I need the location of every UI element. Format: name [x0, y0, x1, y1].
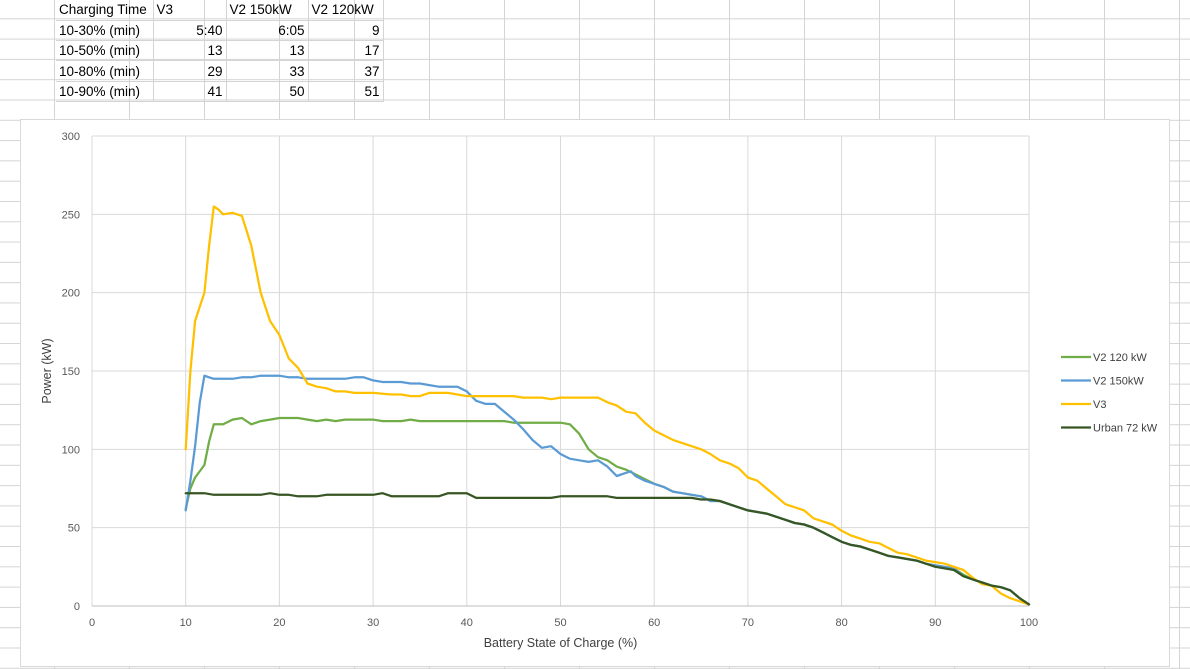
- x-tick-label: 10: [180, 617, 192, 629]
- x-tick-label: 50: [554, 617, 566, 629]
- y-tick-label: 50: [68, 523, 80, 535]
- legend-label[interactable]: V2 150kW: [1093, 376, 1144, 388]
- series-line-urban-72-kw[interactable]: [184, 492, 1031, 606]
- header-cell[interactable]: V2 120kW: [308, 0, 384, 21]
- row-label-cell[interactable]: 10-50% (min): [56, 40, 154, 62]
- y-axis-title: Power (kW): [40, 338, 54, 403]
- series-line-v2-150kw[interactable]: [184, 374, 1031, 606]
- legend-label[interactable]: V2 120 kW: [1093, 352, 1147, 364]
- charging-time-table: Charging Time V3 V2 150kW V2 120kW 10-30% (m…: [56, 0, 384, 102]
- chart-legend: V2 120 kW V2 150kW V3 Urban 72 kW: [1061, 352, 1158, 435]
- header-cell[interactable]: Charging Time: [56, 0, 154, 21]
- legend-label[interactable]: Urban 72 kW: [1093, 423, 1158, 435]
- row-label-cell[interactable]: 10-90% (min): [56, 81, 154, 102]
- value-cell[interactable]: 33: [226, 60, 309, 82]
- legend-label[interactable]: V3: [1093, 399, 1106, 411]
- x-tick-label: 100: [1020, 617, 1038, 629]
- table-row: 10-90% (min) 41 50 51: [56, 81, 384, 102]
- y-tick-label: 200: [62, 288, 80, 300]
- value-cell[interactable]: 50: [226, 81, 309, 102]
- x-tick-label: 20: [273, 617, 285, 629]
- x-tick-label: 70: [742, 617, 754, 629]
- value-cell[interactable]: 5:40: [153, 20, 227, 42]
- series-line-v3[interactable]: [184, 205, 1031, 606]
- value-cell[interactable]: 51: [308, 81, 384, 102]
- y-tick-label: 0: [74, 601, 80, 613]
- x-tick-label: 60: [648, 617, 660, 629]
- x-tick-label: 30: [367, 617, 379, 629]
- header-cell[interactable]: V2 150kW: [226, 0, 309, 21]
- value-cell[interactable]: 29: [153, 60, 227, 82]
- row-label-cell[interactable]: 10-30% (min): [56, 20, 154, 42]
- table-row: 10-30% (min) 5:40 6:05 9: [56, 20, 384, 42]
- value-cell[interactable]: 17: [308, 40, 384, 62]
- table-row: 10-50% (min) 13 13 17: [56, 40, 384, 62]
- power-chart-svg: 0 50 100 150 200 250 300 0 10 20 30 40 50 60 70 80 90 100…: [40, 131, 1158, 650]
- y-tick-label: 300: [62, 131, 80, 143]
- value-cell[interactable]: 6:05: [226, 20, 309, 42]
- value-cell[interactable]: 41: [153, 81, 227, 102]
- x-tick-label: 40: [461, 617, 473, 629]
- y-tick-label: 100: [62, 444, 80, 456]
- y-tick-label: 150: [62, 366, 80, 378]
- row-label-cell[interactable]: 10-80% (min): [56, 60, 154, 82]
- value-cell[interactable]: 37: [308, 60, 384, 82]
- series-line-v2-120-kw[interactable]: [184, 416, 1031, 606]
- table-header-row: Charging Time V3 V2 150kW V2 120kW: [56, 0, 384, 21]
- x-axis-title: Battery State of Charge (%): [484, 636, 638, 650]
- y-tick-label: 250: [62, 209, 80, 221]
- x-tick-label: 80: [835, 617, 847, 629]
- header-cell[interactable]: V3: [153, 0, 227, 21]
- value-cell[interactable]: 13: [153, 40, 227, 62]
- value-cell[interactable]: 9: [308, 20, 384, 42]
- power-chart[interactable]: 0 50 100 150 200 250 300 0 10 20 30 40 50 60 70 80 90 100…: [20, 119, 1170, 667]
- x-tick-label: 0: [89, 617, 95, 629]
- value-cell[interactable]: 13: [226, 40, 309, 62]
- x-tick-label: 90: [929, 617, 941, 629]
- table-row: 10-80% (min) 29 33 37: [56, 60, 384, 82]
